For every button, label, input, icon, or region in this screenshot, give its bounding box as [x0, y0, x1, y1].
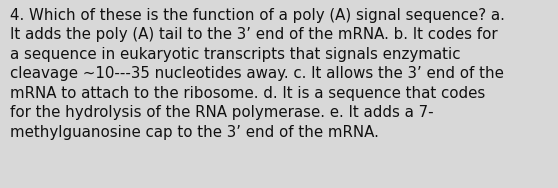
Text: 4. Which of these is the function of a poly (A) signal sequence? a.
It adds the : 4. Which of these is the function of a p…	[10, 8, 505, 140]
